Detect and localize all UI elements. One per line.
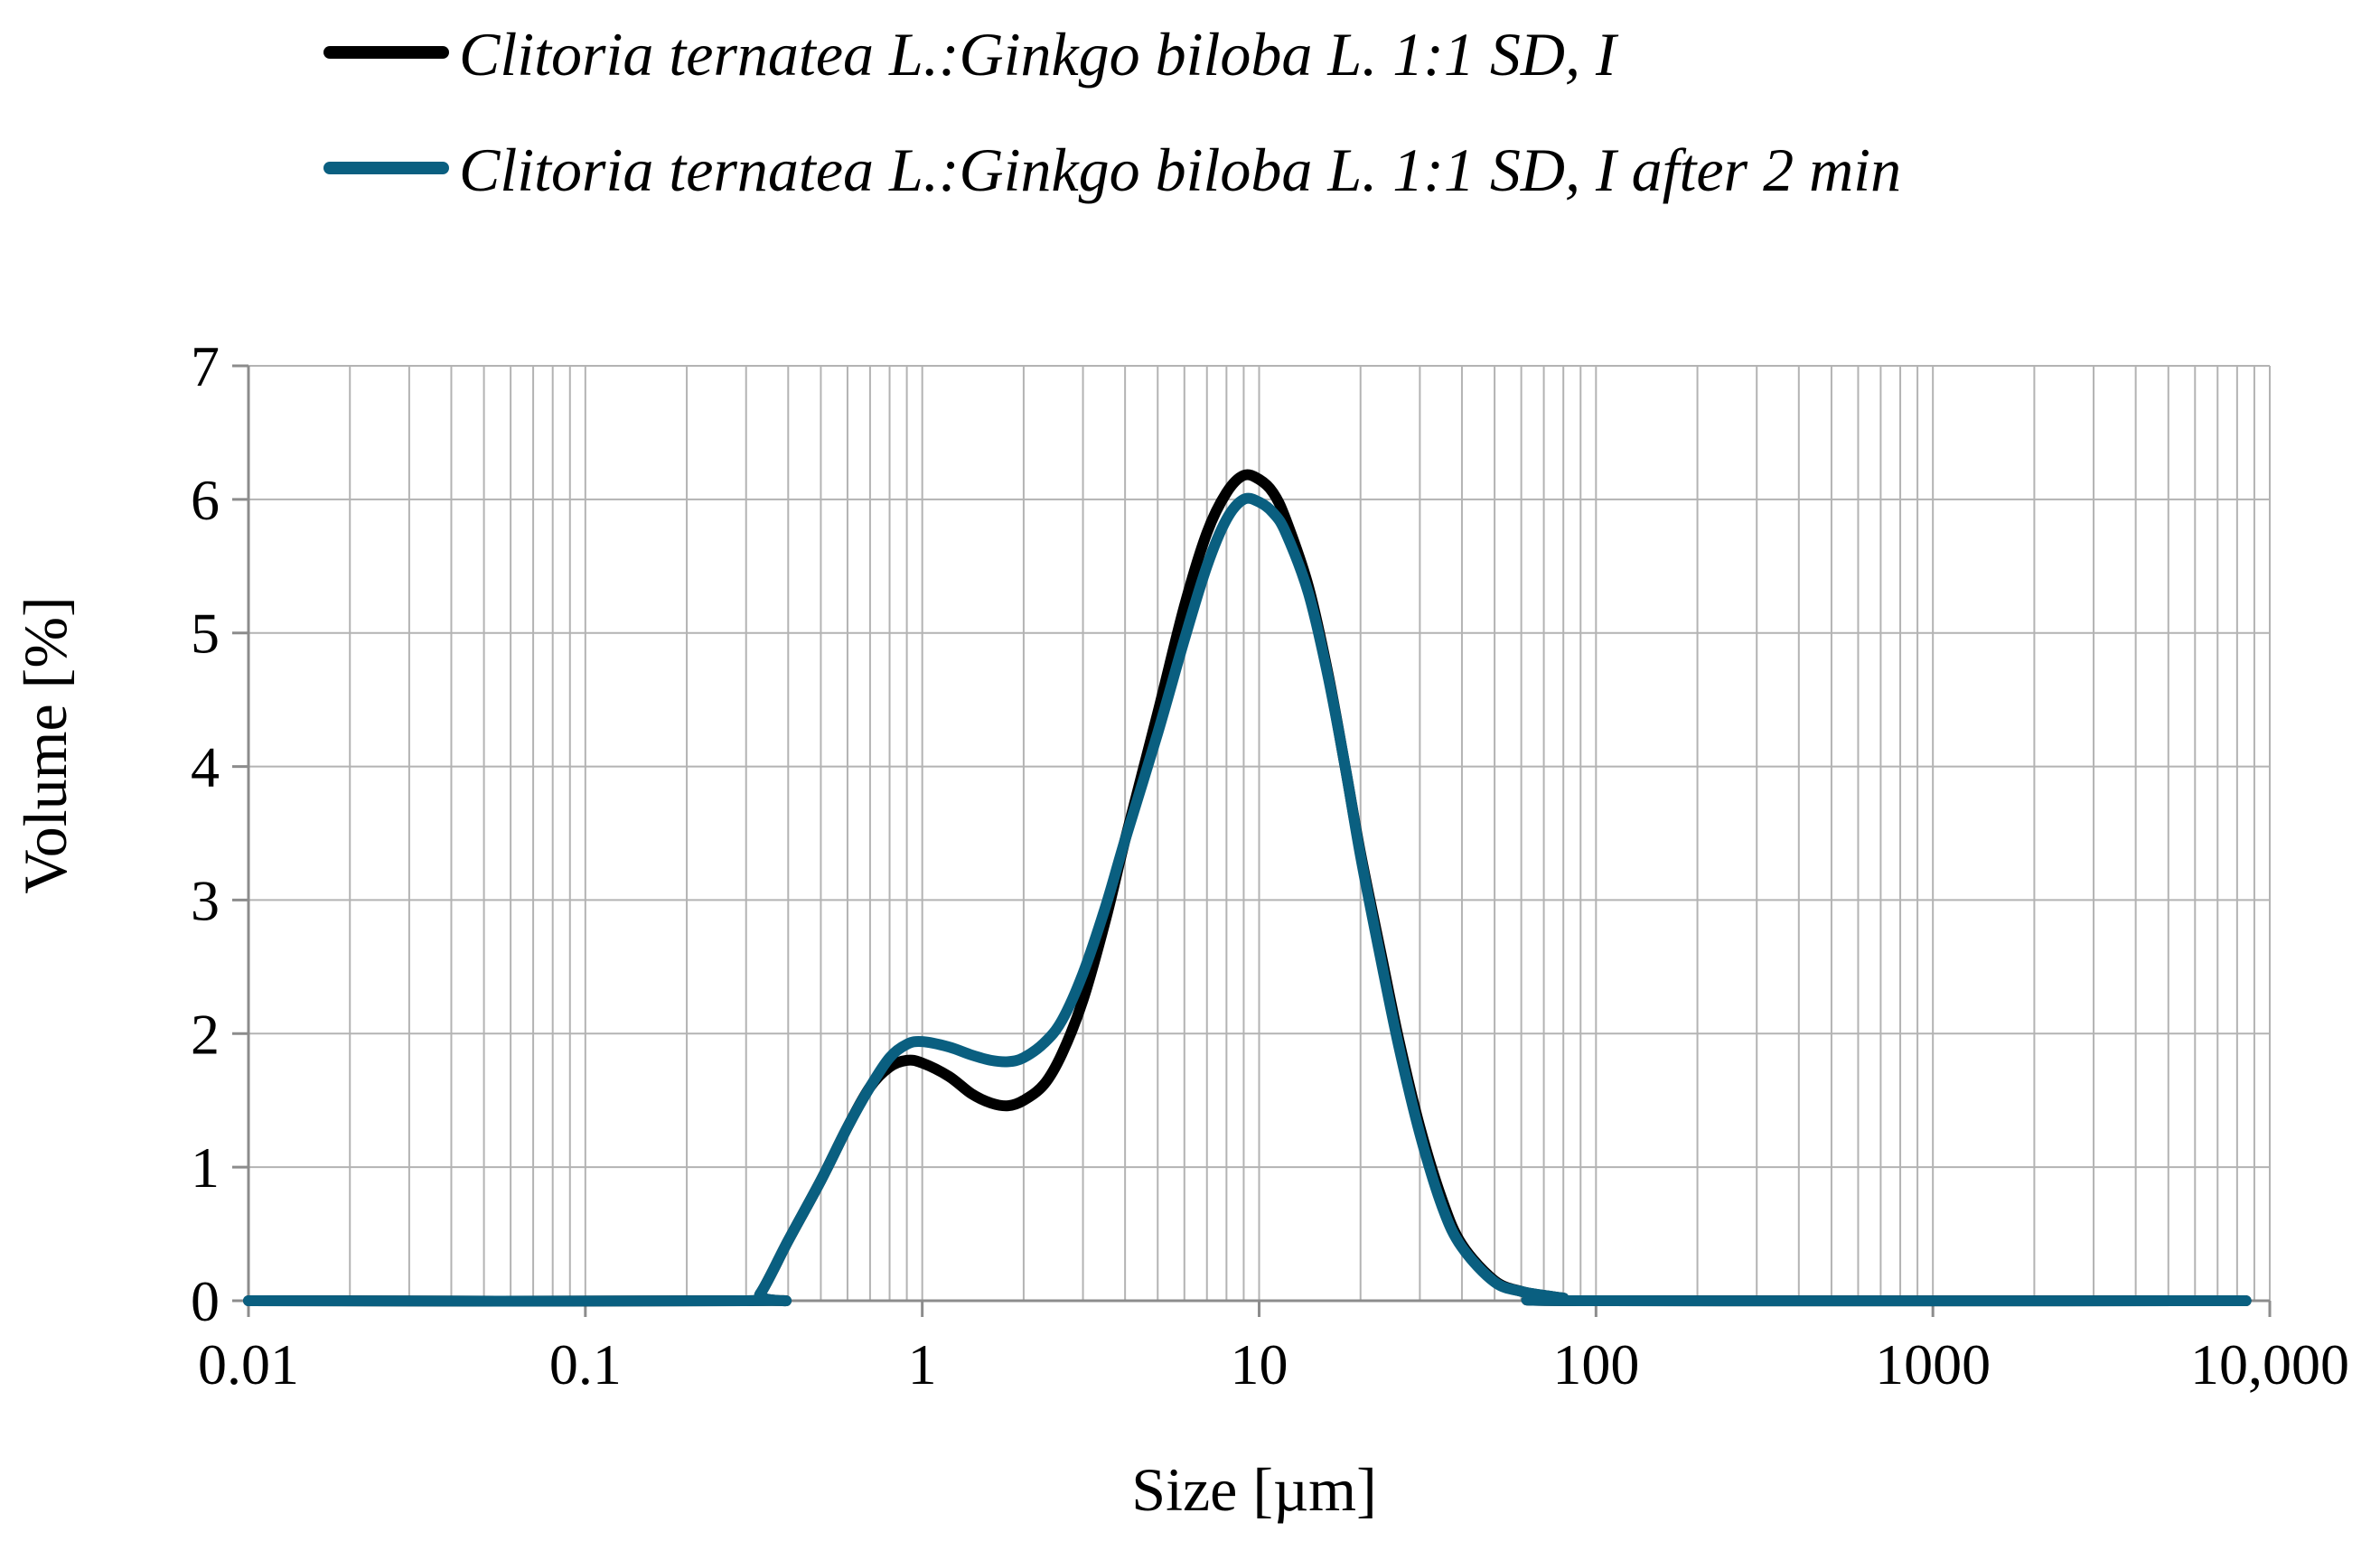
y-tick-label: 2: [191, 1002, 220, 1066]
y-tick-label: 7: [191, 334, 220, 398]
y-tick-label: 1: [191, 1135, 220, 1200]
legend-label-series-1: Clitoria ternatea L.:Ginkgo biloba L. 1:…: [459, 20, 1619, 89]
y-tick-label: 6: [191, 468, 220, 532]
x-tick-label: 100: [1552, 1332, 1639, 1396]
y-axis-title: Volume [%]: [11, 596, 80, 893]
x-tick-label: 10: [1231, 1332, 1288, 1396]
y-tick-label: 4: [191, 735, 220, 799]
x-axis-title: Size [µm]: [1131, 1455, 1376, 1524]
x-tick-label: 1: [908, 1332, 937, 1396]
y-tick-label: 5: [191, 602, 220, 666]
y-tick-label: 0: [191, 1269, 220, 1333]
x-tick-label: 0.1: [549, 1332, 622, 1396]
legend: Clitoria ternatea L.:Ginkgo biloba L. 1:…: [323, 20, 1901, 204]
x-tick-label: 1000: [1875, 1332, 1991, 1396]
series-line-2: [243, 492, 2252, 1307]
x-tick-label: 0.01: [198, 1332, 299, 1396]
series-lines: [243, 469, 2252, 1307]
legend-label-series-2: Clitoria ternatea L.:Ginkgo biloba L. 1:…: [459, 135, 1901, 204]
y-tick-label: 3: [191, 868, 220, 932]
grid: [248, 365, 2271, 1302]
x-tick-label: 10,000: [2190, 1332, 2349, 1396]
series-line-1: [243, 469, 2252, 1307]
